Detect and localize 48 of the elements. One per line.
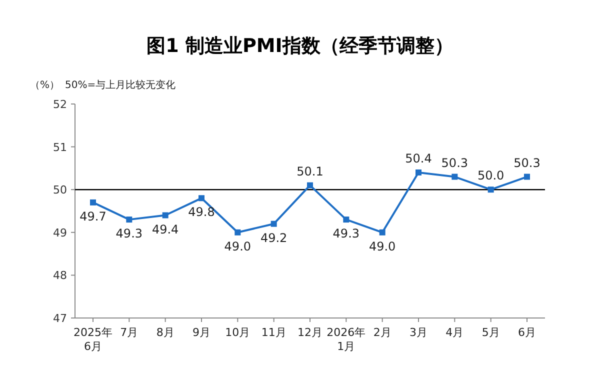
x-tick-label: 2月 bbox=[373, 326, 392, 339]
point bbox=[524, 174, 530, 180]
y-tick-label: 50 bbox=[53, 184, 67, 197]
data-label: 49.7 bbox=[80, 209, 106, 224]
text: 50%=与上月比较无变化 bbox=[65, 79, 176, 91]
x-tick-label: 5月 bbox=[482, 326, 500, 339]
y-tick-label: 47 bbox=[53, 312, 67, 325]
data-label: 49.0 bbox=[368, 239, 396, 254]
point bbox=[198, 195, 204, 202]
x-tick-label: 6月 bbox=[518, 326, 536, 339]
x-tick-label: 11月 bbox=[261, 326, 286, 339]
x-tick-label: 9月 bbox=[192, 326, 210, 339]
x-tick-label: 3月 bbox=[410, 326, 428, 339]
point bbox=[452, 174, 458, 180]
point bbox=[234, 229, 241, 236]
data-label: 50.4 bbox=[405, 151, 432, 166]
y-tick-label: 51 bbox=[53, 140, 67, 154]
data-label: 50.0 bbox=[477, 168, 504, 183]
x-tick-label: 8月 bbox=[156, 326, 174, 339]
y-tick-label: 52 bbox=[53, 98, 67, 111]
point bbox=[379, 229, 386, 236]
point bbox=[270, 220, 277, 227]
x-tick-label: 2025年 6月 bbox=[74, 326, 112, 353]
point bbox=[90, 199, 96, 206]
data-label: 50.3 bbox=[514, 156, 540, 170]
x-tick-label: 2026年 1月 bbox=[326, 326, 366, 353]
point bbox=[416, 169, 422, 176]
y-tick-label: 49 bbox=[53, 226, 67, 240]
data-label: 49.3 bbox=[116, 226, 143, 241]
x-tick-label: 10月 bbox=[225, 326, 250, 339]
text: （%） bbox=[30, 80, 60, 91]
x-tick-label: 4月 bbox=[446, 326, 464, 339]
data-label: 49.3 bbox=[332, 226, 360, 241]
x-tick-label: 7月 bbox=[120, 326, 138, 339]
data-label: 49.2 bbox=[260, 230, 288, 245]
point bbox=[162, 212, 168, 218]
y-tick-label: 48 bbox=[53, 269, 67, 282]
point bbox=[343, 216, 350, 223]
point bbox=[307, 182, 313, 188]
chart-title: 图1 制造业PMI指数（经季节调整） bbox=[146, 35, 454, 57]
data-label: 49.8 bbox=[188, 205, 215, 220]
point bbox=[126, 216, 132, 223]
point bbox=[488, 186, 494, 193]
data-label: 49.4 bbox=[152, 222, 179, 236]
data-label: 50.3 bbox=[441, 156, 468, 170]
data-label: 49.0 bbox=[224, 239, 252, 254]
x-tick-label: 12月 bbox=[298, 326, 322, 339]
data-label: 50.1 bbox=[296, 164, 324, 178]
